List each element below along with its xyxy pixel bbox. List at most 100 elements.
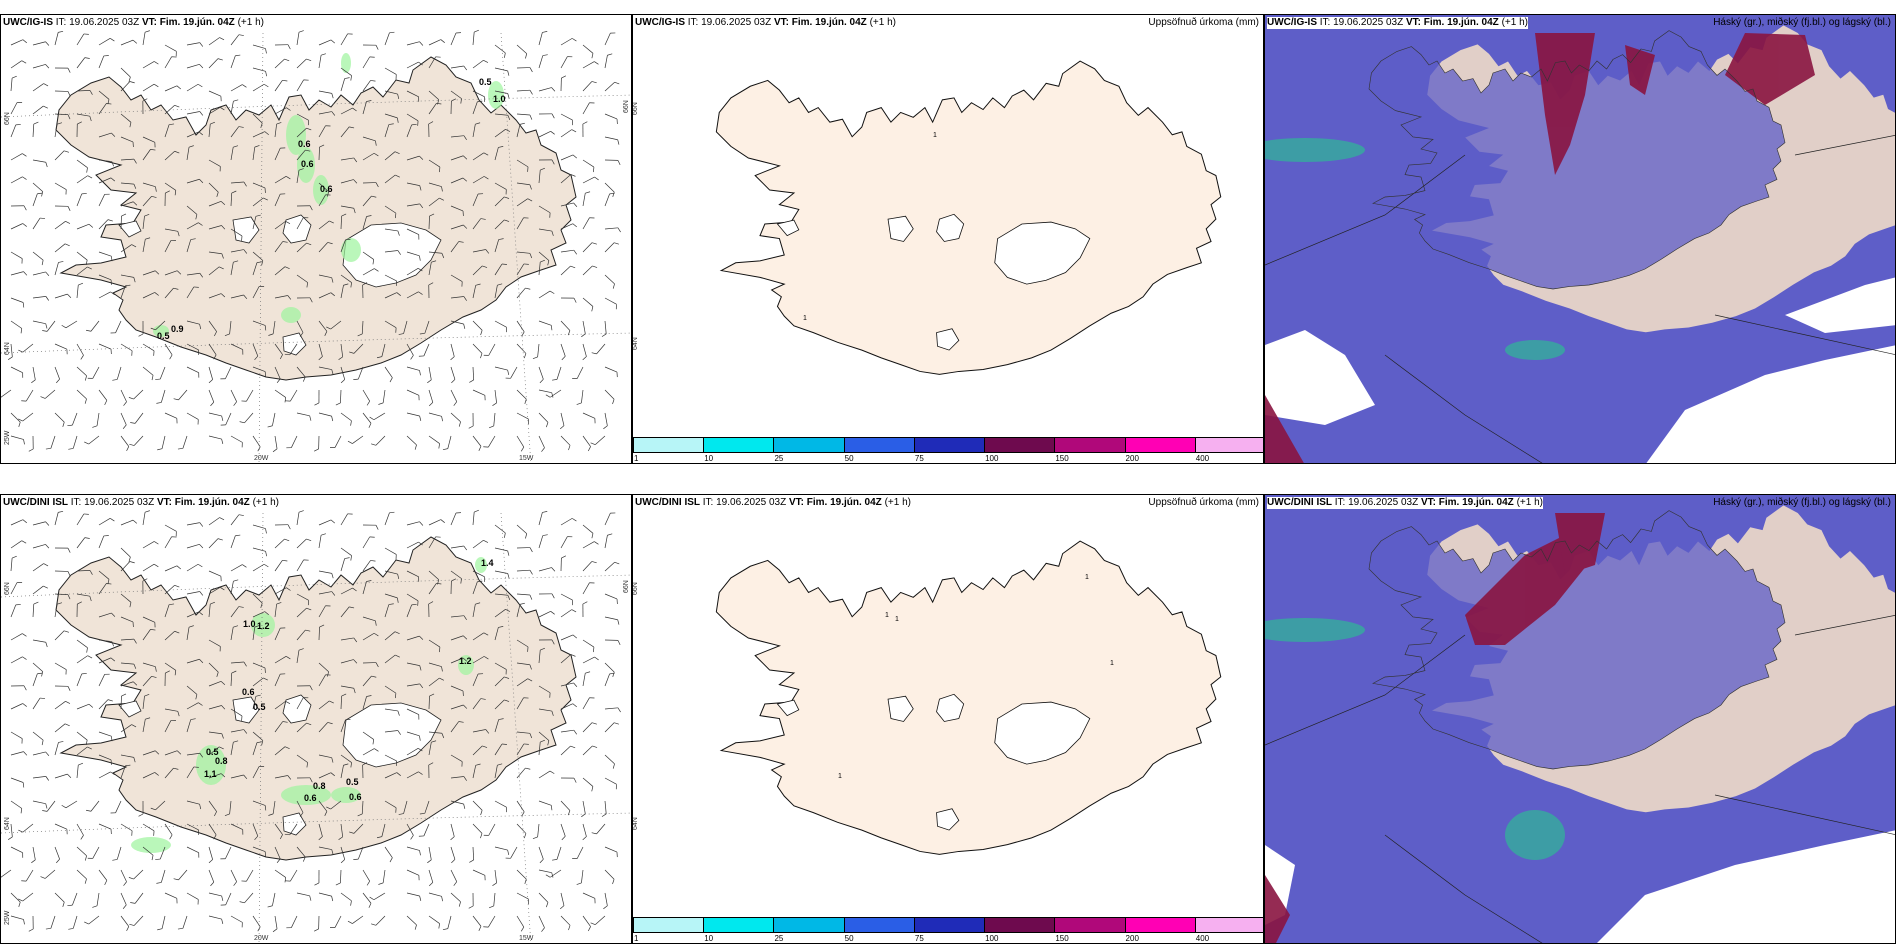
colorbar-tick: 10 <box>704 454 714 463</box>
colorbar-swatch <box>703 437 775 453</box>
precip-value-label: 0.6 <box>349 792 362 802</box>
colorbar-swatch <box>1124 917 1196 933</box>
colorbar-swatch <box>843 437 915 453</box>
precip-colorbar: 1 10 25 50 75 100 150 200 400 <box>633 437 1263 463</box>
precip-value-label: 0.5 <box>479 77 492 87</box>
precip-value-label: 1 <box>933 132 937 139</box>
wind-precip-panel-row1: UWC/IG-IS IT: 19.06.2025 03Z VT: Fim. 19… <box>0 14 632 464</box>
colorbar-tick: 150 <box>1055 454 1069 463</box>
lon-label: 20W <box>254 455 269 462</box>
precip-value-label: 0.5 <box>206 747 219 757</box>
colorbar-swatch <box>633 437 705 453</box>
precip-title: Uppsöfnuð úrkoma (mm) <box>1148 497 1259 508</box>
lon-label: 25W <box>4 430 11 445</box>
colorbar-tick: 100 <box>985 454 999 463</box>
colorbar-swatch <box>773 437 845 453</box>
lon-label: 15W <box>519 455 534 462</box>
colorbar-tick: 50 <box>844 454 854 463</box>
colorbar-tick: 200 <box>1125 934 1139 943</box>
precip-value-label: 1.2 <box>459 656 472 666</box>
cloud-title: Háský (gr.), miðský (fj.bl.) og lágský (… <box>1713 17 1891 28</box>
precip-colorbar: 1 10 25 50 75 100 150 200 400 <box>633 917 1263 943</box>
colorbar-tick: 25 <box>774 454 784 463</box>
precip-map: 11 <box>715 60 1222 375</box>
precip-value-label: 0.5 <box>346 777 359 787</box>
panel-title: UWC/DINI ISL IT: 19.06.2025 03Z VT: Fim.… <box>635 497 911 508</box>
precip-panel-row1: UWC/IG-IS IT: 19.06.2025 03Z VT: Fim. 19… <box>632 14 1264 464</box>
lat-label: 66N <box>623 580 630 593</box>
cloud-panel-row2: UWC/DINI ISL IT: 19.06.2025 03Z VT: Fim.… <box>1264 494 1896 944</box>
cloud-title: Háský (gr.), miðský (fj.bl.) og lágský (… <box>1713 497 1891 508</box>
cloud-panel-row1: UWC/IG-IS IT: 19.06.2025 03Z VT: Fim. 19… <box>1264 14 1896 464</box>
lat-label: 64N <box>4 342 11 355</box>
colorbar-tick: 75 <box>914 934 924 943</box>
precip-value-label: 0.6 <box>320 184 333 194</box>
colorbar-swatch <box>633 917 705 933</box>
precip-value-label: 1 <box>838 773 842 780</box>
precip-value-label: 0.6 <box>242 687 255 697</box>
precip-value-label: 0.8 <box>313 781 326 791</box>
lon-label: 20W <box>254 935 269 942</box>
precip-value-label: 1 <box>803 315 807 322</box>
precip-value-label: 0.9 <box>171 324 184 334</box>
lat-label: 66N <box>4 582 11 595</box>
precip-value-label: 0.8 <box>215 756 228 766</box>
colorbar-tick: 400 <box>1195 454 1210 463</box>
colorbar-tick: 75 <box>914 454 924 463</box>
precip-panel-row2: UWC/DINI ISL IT: 19.06.2025 03Z VT: Fim.… <box>632 494 1264 944</box>
colorbar-swatch <box>913 917 986 933</box>
precip-value-label: 0.6 <box>301 159 314 169</box>
panel-title: UWC/DINI ISL IT: 19.06.2025 03Z VT: Fim.… <box>3 497 279 508</box>
precip-value-label: 1.0 <box>493 94 506 104</box>
panel-title: UWC/IG-IS IT: 19.06.2025 03Z VT: Fim. 19… <box>1267 17 1528 29</box>
precip-value-label: 1.0 <box>243 619 256 629</box>
lat-label: 66N <box>632 102 639 115</box>
lon-label: 15W <box>519 935 534 942</box>
wind-map: 0.51.00.60.60.60.90.5 <box>1 29 631 463</box>
cloud-map <box>1265 495 1895 943</box>
precip-value-label: 0.6 <box>304 793 317 803</box>
colorbar-swatch <box>773 917 845 933</box>
colorbar-tick: 400 <box>1195 934 1210 943</box>
colorbar-swatch <box>984 917 1056 933</box>
colorbar-swatch <box>913 437 986 453</box>
colorbar-tick: 200 <box>1125 454 1139 463</box>
precip-value-label: 1 <box>1110 660 1114 667</box>
precip-value-label: 1.1 <box>204 769 217 779</box>
colorbar-tick: 50 <box>844 934 854 943</box>
precip-title: Uppsöfnuð úrkoma (mm) <box>1148 17 1259 28</box>
colorbar-tick: 10 <box>704 934 714 943</box>
precip-value-label: 1 <box>885 612 889 619</box>
colorbar-swatch <box>1054 917 1126 933</box>
precip-value-label: 1.4 <box>481 558 494 568</box>
colorbar-tick: 1 <box>634 934 639 943</box>
precip-value-label: 0.5 <box>253 702 266 712</box>
cloud-map <box>1265 15 1895 463</box>
lat-label: 66N <box>4 112 11 125</box>
precip-value-label: 1 <box>1085 574 1089 581</box>
lon-label: 25W <box>4 910 11 925</box>
lat-label: 64N <box>632 817 639 830</box>
colorbar-swatch <box>1054 437 1126 453</box>
lat-label: 66N <box>632 582 639 595</box>
lat-label: 64N <box>4 817 11 830</box>
panel-title: UWC/DINI ISL IT: 19.06.2025 03Z VT: Fim.… <box>1267 497 1543 509</box>
colorbar-tick: 25 <box>774 934 784 943</box>
lat-label: 66N <box>623 100 630 113</box>
colorbar-tick: 1 <box>634 454 639 463</box>
precip-value-label: 1.2 <box>257 621 270 631</box>
colorbar-swatch <box>703 917 775 933</box>
panel-title: UWC/IG-IS IT: 19.06.2025 03Z VT: Fim. 19… <box>3 17 264 28</box>
colorbar-swatch <box>1194 437 1263 453</box>
colorbar-swatch <box>1124 437 1196 453</box>
precip-value-label: 0.6 <box>298 139 311 149</box>
colorbar-swatch <box>843 917 915 933</box>
colorbar-tick: 150 <box>1055 934 1069 943</box>
wind-map: 1.41.0 1.21.20.60.50.50.81.10.80.60.50.6 <box>1 509 631 943</box>
colorbar-swatch <box>984 437 1056 453</box>
precip-value-label: 0.5 <box>157 331 170 341</box>
panel-title: UWC/IG-IS IT: 19.06.2025 03Z VT: Fim. 19… <box>635 17 896 28</box>
colorbar-swatch <box>1194 917 1263 933</box>
precip-value-label: 1 <box>895 616 899 623</box>
